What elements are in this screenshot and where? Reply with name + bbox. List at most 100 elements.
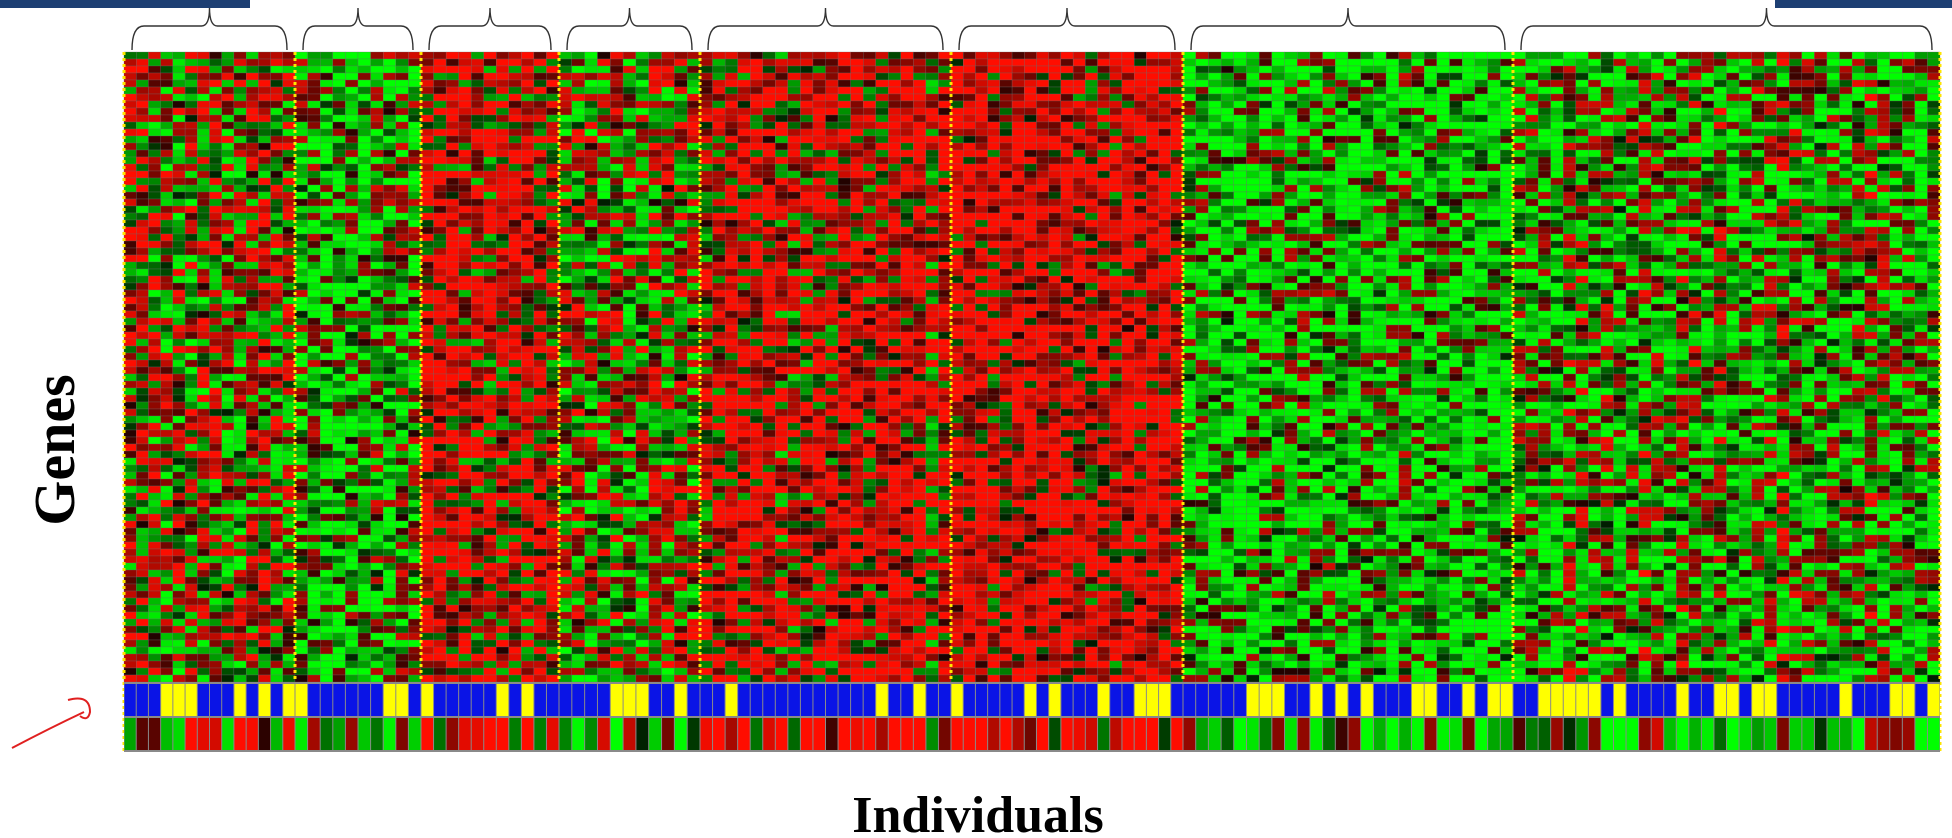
heatmap-cell (333, 143, 346, 150)
heatmap-cell (546, 598, 559, 605)
heatmap-cell (674, 633, 687, 640)
heatmap-cell (572, 353, 585, 360)
heatmap-cell (521, 654, 534, 661)
heatmap-cell (509, 542, 522, 549)
heatmap-cell (258, 633, 270, 640)
heatmap-cell (136, 234, 148, 241)
heatmap-cell (148, 199, 160, 206)
heatmap-cell (320, 108, 333, 115)
heatmap-cell (295, 227, 308, 234)
heatmap-cell (408, 227, 421, 234)
heatmap-cell (623, 416, 636, 423)
heatmap-cell (271, 500, 283, 507)
heatmap-cell (283, 332, 295, 339)
heatmap-cell (173, 122, 185, 129)
heatmap-cell (471, 178, 484, 185)
heatmap-cell (197, 136, 209, 143)
heatmap-cell (283, 157, 295, 164)
heatmap-cell (700, 346, 713, 353)
heatmap-cell (408, 654, 421, 661)
heatmap-cell (271, 213, 283, 220)
heatmap-cell (185, 647, 197, 654)
heatmap-cell (148, 206, 160, 213)
heatmap-cell (185, 94, 197, 101)
heatmap-cell (572, 52, 585, 59)
heatmap-cell (700, 52, 713, 59)
heatmap-cell (674, 535, 687, 542)
heatmap-cell (210, 87, 222, 94)
heatmap-cell (775, 423, 788, 430)
heatmap-cell (763, 276, 776, 283)
heatmap-cell (636, 178, 649, 185)
heatmap-cell (345, 367, 358, 374)
heatmap-cell (246, 521, 258, 528)
heatmap-cell (738, 199, 751, 206)
heatmap-cell (246, 276, 258, 283)
heatmap-cell (161, 535, 173, 542)
heatmap-cell (271, 402, 283, 409)
heatmap-cell (434, 444, 447, 451)
heatmap-cell (197, 423, 209, 430)
heatmap-cell (446, 206, 459, 213)
heatmap-cell (687, 52, 700, 59)
heatmap-cell (636, 192, 649, 199)
heatmap-cell (700, 612, 713, 619)
heatmap-cell (534, 234, 547, 241)
heatmap-cell (700, 381, 713, 388)
heatmap-cell (763, 451, 776, 458)
heatmap-cell (738, 521, 751, 528)
heatmap-cell (713, 255, 726, 262)
heatmap-cell (610, 479, 623, 486)
heatmap-cell (234, 339, 246, 346)
heatmap-cell (813, 94, 826, 101)
heatmap-cell (471, 619, 484, 626)
heatmap-cell (173, 465, 185, 472)
heatmap-cell (509, 339, 522, 346)
heatmap-cell (345, 423, 358, 430)
heatmap-cell (763, 115, 776, 122)
heatmap-cell (585, 465, 598, 472)
heatmap-cell (136, 339, 148, 346)
heatmap-cell (358, 619, 371, 626)
heatmap-cell (124, 374, 136, 381)
heatmap-cell (713, 178, 726, 185)
heatmap-cell (687, 353, 700, 360)
heatmap-cell (222, 521, 234, 528)
heatmap-cell (446, 598, 459, 605)
heatmap-cell (585, 423, 598, 430)
heatmap-cell (222, 367, 234, 374)
heatmap-cell (521, 353, 534, 360)
heatmap-cell (800, 444, 813, 451)
heatmap-cell (271, 465, 283, 472)
heatmap-cell (371, 101, 384, 108)
heatmap-cell (197, 185, 209, 192)
heatmap-cell (496, 633, 509, 640)
heatmap-cell (210, 115, 222, 122)
heatmap-cell (725, 241, 738, 248)
heatmap-cell (396, 164, 409, 171)
heatmap-cell (662, 290, 675, 297)
heatmap-cell (234, 73, 246, 80)
heatmap-cell (559, 675, 572, 682)
heatmap-cell (484, 73, 497, 80)
heatmap-cell (662, 220, 675, 227)
heatmap-cell (559, 493, 572, 500)
heatmap-cell (763, 122, 776, 129)
heatmap-cell (725, 297, 738, 304)
heatmap-cell (136, 276, 148, 283)
heatmap-cell (662, 668, 675, 675)
heatmap-cell (546, 612, 559, 619)
heatmap-cell (283, 654, 295, 661)
heatmap-cell (813, 248, 826, 255)
heatmap-cell (496, 619, 509, 626)
heatmap-cell (687, 87, 700, 94)
heatmap-cell (161, 206, 173, 213)
heatmap-cell (521, 388, 534, 395)
heatmap-cell (197, 206, 209, 213)
heatmap-cell (197, 283, 209, 290)
heatmap-cell (459, 402, 472, 409)
heatmap-cell (283, 612, 295, 619)
heatmap-cell (197, 381, 209, 388)
heatmap-cell (509, 500, 522, 507)
heatmap-cell (421, 227, 434, 234)
